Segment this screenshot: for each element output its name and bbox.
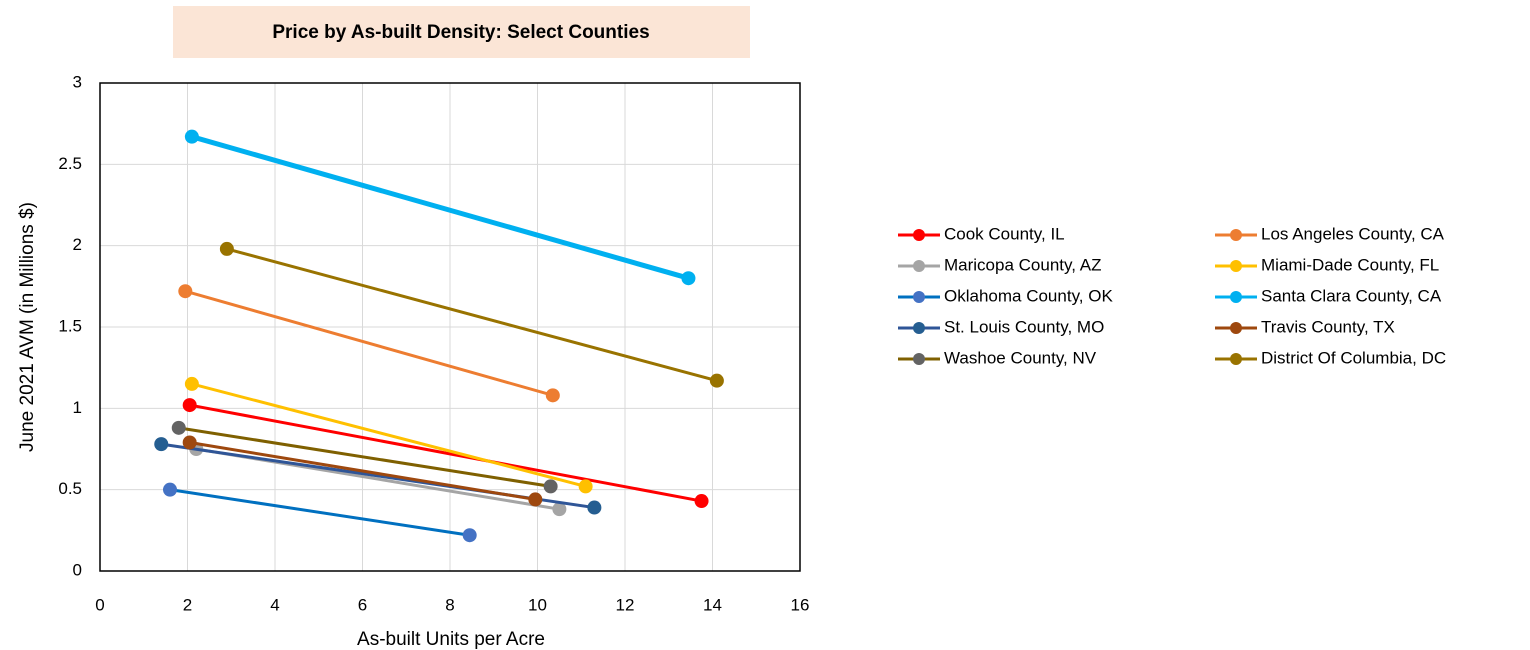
y-tick-label: 2 (73, 235, 82, 254)
legend-label: Maricopa County, AZ (944, 255, 1101, 274)
legend-marker (1230, 260, 1242, 272)
x-tick-label: 6 (358, 595, 367, 614)
point (182, 398, 197, 413)
legend-label: Santa Clara County, CA (1261, 286, 1442, 305)
legend-marker (1230, 291, 1242, 303)
x-tick-label: 8 (445, 595, 454, 614)
point (552, 502, 567, 517)
point (681, 271, 696, 286)
x-tick-label: 14 (703, 595, 722, 614)
point (163, 482, 177, 497)
y-axis-label: June 2021 AVM (in Millions $) (17, 202, 38, 452)
legend-marker (913, 291, 925, 303)
series-line (191, 382, 587, 488)
x-tick-label: 16 (791, 595, 810, 614)
plot-border (99, 82, 801, 572)
series-line (226, 247, 718, 383)
y-tick-label: 3 (73, 72, 82, 91)
y-tick-label: 1 (73, 398, 82, 417)
legend-label: St. Louis County, MO (944, 317, 1104, 336)
legend-label: District Of Columbia, DC (1261, 348, 1446, 367)
x-tick-label: 4 (270, 595, 279, 614)
point (182, 435, 197, 450)
point (578, 479, 593, 494)
point (184, 129, 199, 144)
series-line (189, 403, 702, 503)
legend-label: Miami-Dade County, FL (1261, 255, 1439, 274)
legend-label: Cook County, IL (944, 224, 1065, 243)
point (154, 437, 169, 452)
y-tick-label: 0.5 (58, 479, 82, 498)
title-box (173, 6, 750, 58)
series-line (191, 134, 690, 281)
point (528, 492, 543, 507)
x-tick-label: 12 (616, 595, 635, 614)
legend-marker (1230, 353, 1242, 365)
legend-marker (913, 353, 925, 365)
point (587, 500, 602, 515)
legend-marker (1230, 322, 1242, 334)
point (543, 479, 558, 494)
legend-label: Los Angeles County, CA (1261, 224, 1445, 243)
point (171, 420, 186, 435)
point (219, 241, 234, 256)
series-line (169, 488, 470, 537)
point (694, 494, 709, 509)
x-tick-label: 0 (95, 595, 104, 614)
legend-marker (913, 322, 925, 334)
x-tick-label: 10 (528, 595, 547, 614)
legend-label: Oklahoma County, OK (944, 286, 1113, 305)
legend-marker (913, 229, 925, 241)
chart-title: Price by As-built Density: Select Counti… (272, 22, 649, 43)
legend-marker (913, 260, 925, 272)
y-tick-label: 2.5 (58, 154, 82, 173)
legend-label: Travis County, TX (1261, 317, 1395, 336)
legend-label: Washoe County, NV (944, 348, 1097, 367)
point (178, 284, 193, 299)
series-line (189, 441, 536, 501)
series-line (178, 426, 551, 488)
point (462, 528, 477, 543)
y-tick-label: 0 (73, 560, 82, 579)
x-tick-label: 2 (183, 595, 192, 614)
series-line (184, 289, 554, 397)
point (545, 388, 560, 403)
x-axis-label: As-built Units per Acre (357, 629, 545, 650)
legend-marker (1230, 229, 1242, 241)
y-tick-label: 1.5 (58, 316, 82, 335)
point (709, 373, 724, 388)
point (184, 376, 199, 391)
